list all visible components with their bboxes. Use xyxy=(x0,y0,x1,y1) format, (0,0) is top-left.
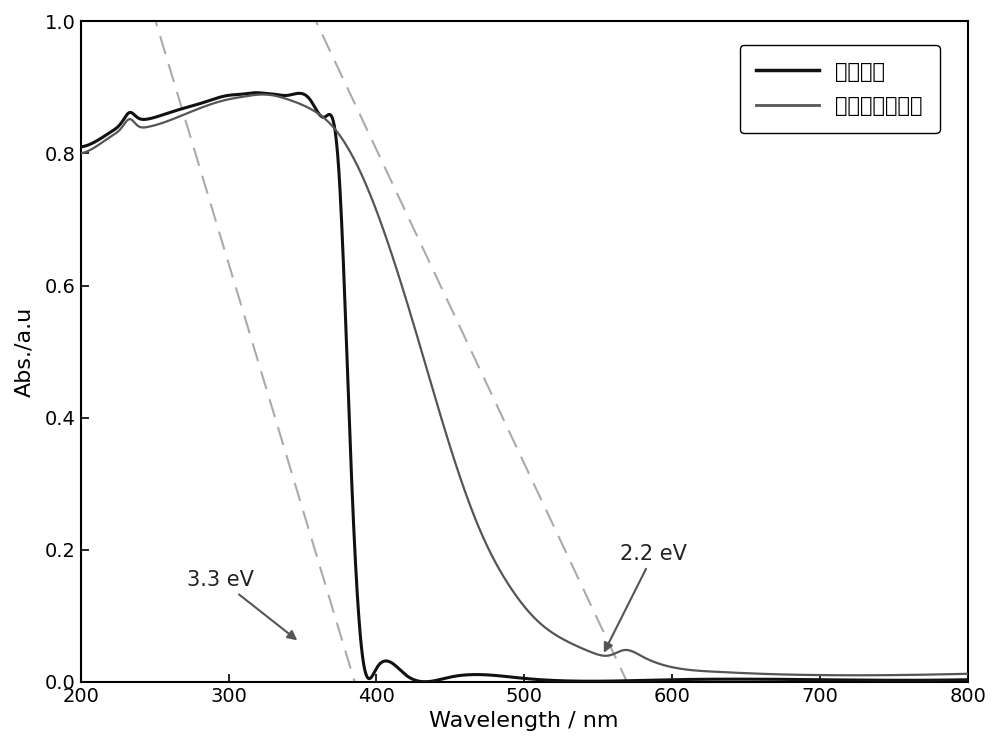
层状馒酸 xyxy=(229,90,241,99)
过氧化层状馒酸 xyxy=(962,669,974,678)
层状馒酸 xyxy=(962,675,974,684)
Line: 层状馒酸: 层状馒酸 xyxy=(81,92,968,682)
层状馒酸 xyxy=(250,88,262,97)
过氧化层状馒酸 xyxy=(229,94,241,103)
Y-axis label: Abs./a.u: Abs./a.u xyxy=(14,306,34,396)
层状馒酸 xyxy=(945,676,957,685)
过氧化层状馒酸 xyxy=(849,670,861,679)
过氧化层状馒酸 xyxy=(75,149,87,158)
层状馒酸 xyxy=(75,142,87,151)
Text: 3.3 eV: 3.3 eV xyxy=(187,570,296,639)
X-axis label: Wavelength / nm: Wavelength / nm xyxy=(429,711,619,731)
过氧化层状馒酸 xyxy=(850,670,862,679)
过氧化层状馒酸 xyxy=(454,472,466,481)
层状馒酸 xyxy=(176,104,188,113)
过氧化层状馒酸 xyxy=(945,670,957,679)
过氧化层状馒酸 xyxy=(257,90,269,99)
层状馒酸 xyxy=(849,676,861,685)
Line: 过氧化层状馒酸: 过氧化层状馒酸 xyxy=(81,95,968,675)
层状馒酸 xyxy=(415,677,427,686)
层状馒酸 xyxy=(418,677,430,686)
层状馒酸 xyxy=(454,671,466,680)
Legend: 层状馒酸, 过氧化层状馒酸: 层状馒酸, 过氧化层状馒酸 xyxy=(740,45,940,133)
过氧化层状馒酸 xyxy=(176,111,188,120)
过氧化层状馒酸 xyxy=(415,345,427,354)
Text: 2.2 eV: 2.2 eV xyxy=(605,544,687,650)
